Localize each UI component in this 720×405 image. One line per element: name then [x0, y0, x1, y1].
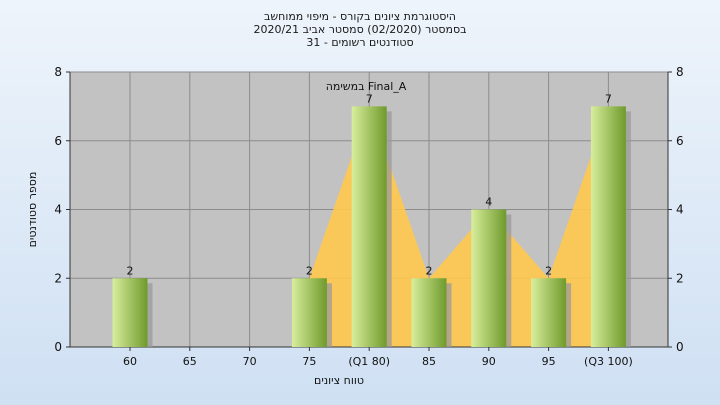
- x-tick-label: (Q3 100): [584, 355, 633, 368]
- data-label: 2: [127, 264, 134, 277]
- data-label: 4: [485, 196, 492, 209]
- bar: [112, 278, 148, 347]
- data-label: 2: [426, 264, 433, 277]
- y-axis-title: מספר סטודנטים: [26, 172, 39, 248]
- y-tick-label-left: 0: [54, 340, 62, 354]
- x-tick-label: 90: [482, 355, 496, 368]
- y-tick-label-right: 8: [676, 65, 684, 79]
- y-tick-label-right: 6: [676, 134, 684, 148]
- x-axis-title: טווח ציונים: [314, 374, 364, 387]
- bar: [351, 106, 387, 347]
- chart-title-line-3: 31 - סטודנטים רשומים: [306, 36, 414, 49]
- x-tick-label: 60: [123, 355, 137, 368]
- y-tick-label-left: 8: [54, 65, 62, 79]
- data-label: 7: [366, 92, 373, 105]
- x-tick-label: 65: [183, 355, 197, 368]
- bar: [531, 278, 567, 347]
- data-label: 7: [605, 92, 612, 105]
- x-tick-label: 70: [243, 355, 257, 368]
- data-label: 2: [545, 264, 552, 277]
- bar: [590, 106, 626, 347]
- x-tick-label: 85: [422, 355, 436, 368]
- data-label: 2: [306, 264, 313, 277]
- y-tick-label-right: 0: [676, 340, 684, 354]
- y-tick-label-left: 4: [54, 203, 62, 217]
- y-tick-label-right: 4: [676, 203, 684, 217]
- x-tick-label: 95: [542, 355, 556, 368]
- bar: [411, 278, 447, 347]
- bar: [291, 278, 327, 347]
- chart-annotation: במשימה Final_A: [326, 80, 407, 93]
- bar: [471, 209, 507, 347]
- chart-title-line-1: היסטוגרמת ציונים בקורס - מיפוי ממוחשב: [263, 10, 456, 23]
- y-tick-label-left: 6: [54, 134, 62, 148]
- chart-title-line-2: בסמסטר (02/2020) סמסטר אביב 2020/21: [253, 23, 467, 36]
- y-tick-label-left: 2: [54, 271, 62, 285]
- x-tick-label: (Q1 80): [348, 355, 390, 368]
- x-tick-label: 75: [302, 355, 316, 368]
- y-tick-label-right: 2: [676, 271, 684, 285]
